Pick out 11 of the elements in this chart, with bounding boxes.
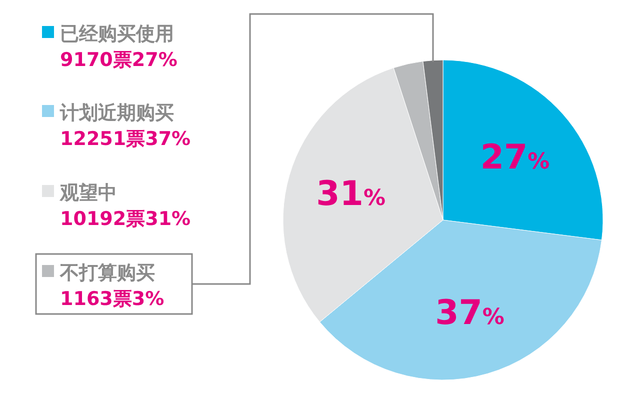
text: 12251票37% (60, 128, 191, 150)
text: 9170票27% (60, 49, 178, 71)
legend-label: 已经购买使用 (60, 23, 174, 45)
legend-label: 不打算购买 (59, 262, 155, 284)
text: 10192票31% (60, 208, 191, 230)
data-label: 27% (480, 138, 550, 178)
text: 1163票3% (60, 288, 164, 310)
legend-label: 计划近期购买 (59, 102, 174, 124)
legend-label: 观望中 (59, 182, 117, 204)
data-label: 31% (316, 174, 386, 214)
data-label: 37% (435, 293, 504, 334)
